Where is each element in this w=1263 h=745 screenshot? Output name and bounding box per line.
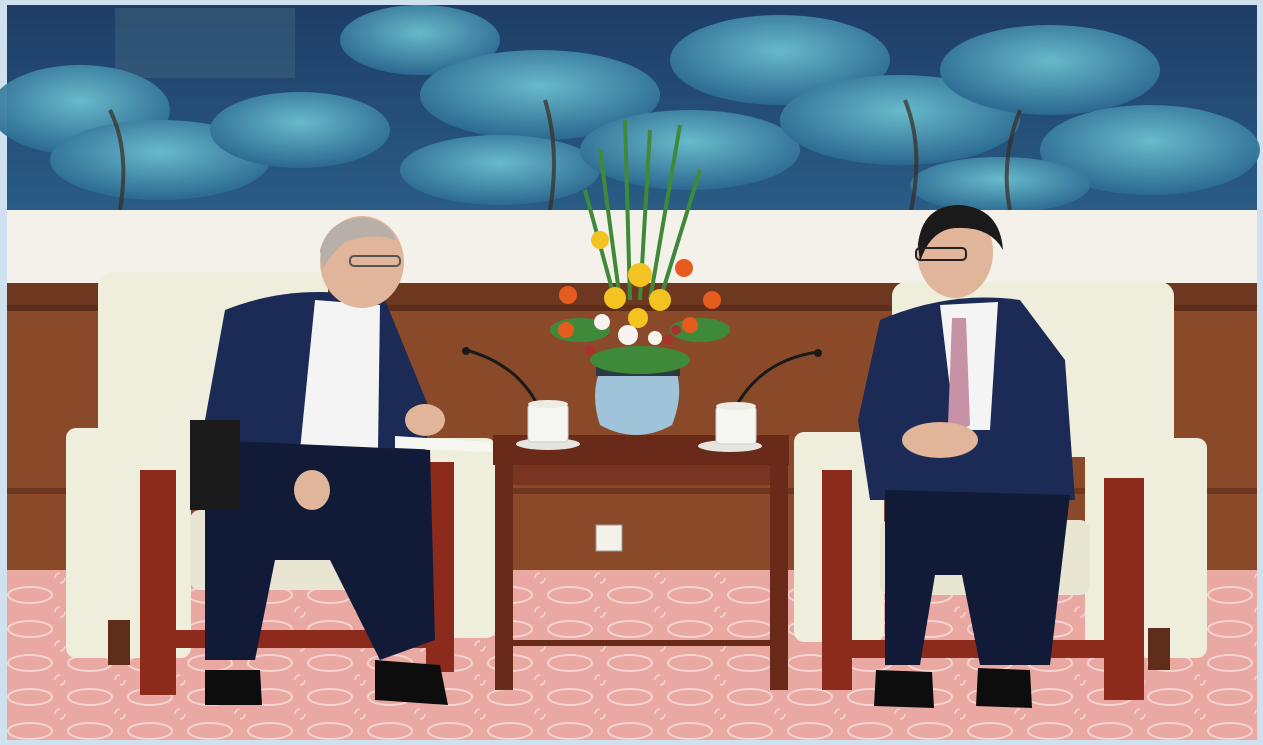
table-microphones (465, 348, 819, 411)
right-man (858, 205, 1075, 708)
black-bag (190, 420, 240, 510)
tea-cups (516, 400, 762, 452)
flower-arrangement (550, 119, 730, 435)
pine-tree-mural (0, 5, 1260, 216)
wall-outlet (595, 524, 623, 552)
left-man (190, 216, 492, 705)
